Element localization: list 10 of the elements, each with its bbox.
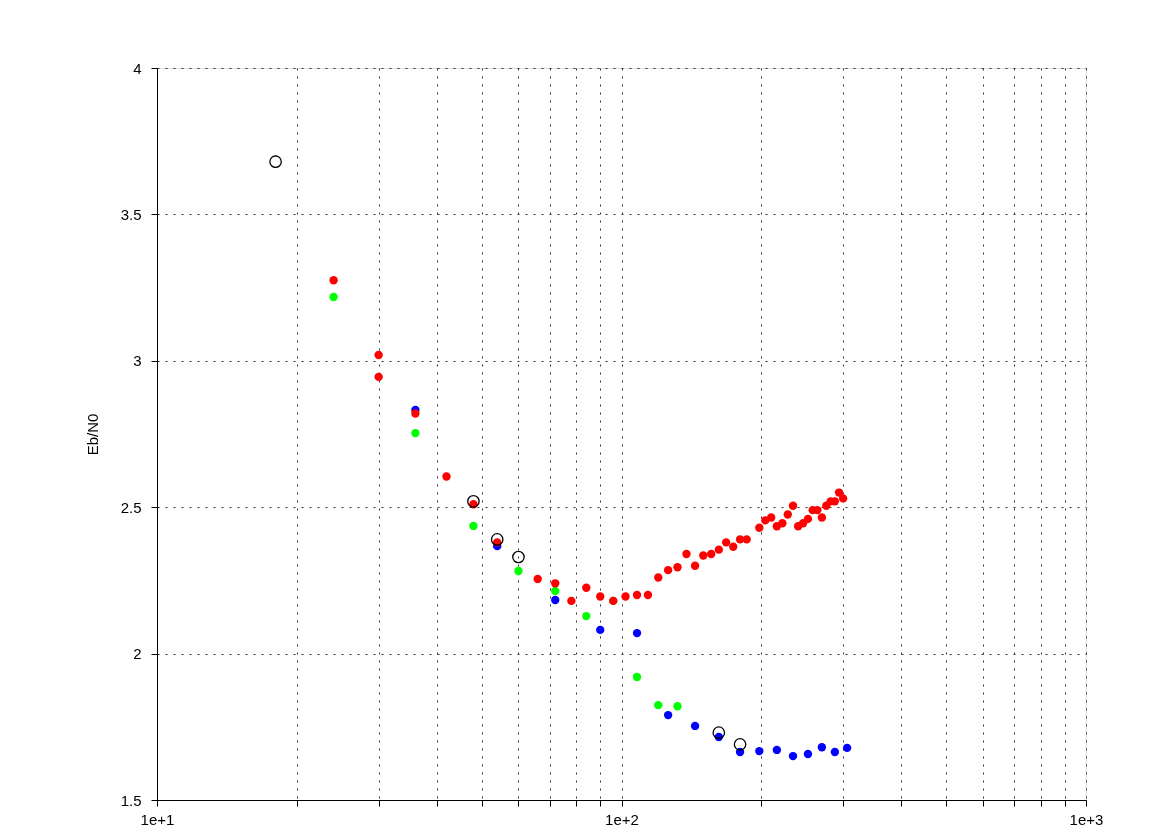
x-tick-label: 1e+2 — [605, 810, 639, 828]
x-tick-label: 1e+1 — [140, 810, 175, 828]
y-tick-label: 4 — [133, 59, 142, 77]
x-tick-label: 1e+3 — [1069, 810, 1104, 828]
y-tick-label: 1.5 — [120, 791, 142, 809]
y-tick-label: 2.5 — [120, 498, 142, 516]
y-tick-label: 3.5 — [120, 205, 142, 223]
y-tick-label: 3 — [133, 352, 142, 370]
y-axis-title: Eb/N0 — [83, 413, 101, 456]
y-tick-label: 2 — [133, 645, 142, 663]
